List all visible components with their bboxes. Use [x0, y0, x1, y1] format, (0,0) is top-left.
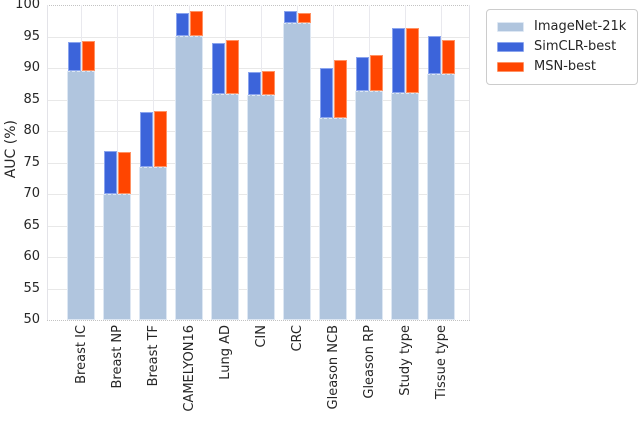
bar-msn-10 [441, 39, 455, 75]
bar-imagenet21k-5 [247, 95, 275, 320]
plot-area [47, 5, 470, 321]
bar-simclr-2 [139, 112, 153, 167]
x-tick-label-4: Lung AD [217, 325, 233, 380]
bar-simclr-4 [211, 42, 225, 95]
bar-imagenet21k-7 [319, 118, 347, 320]
x-tick-label-10: Tissue type [433, 325, 449, 400]
bar-imagenet21k-4 [211, 94, 239, 320]
legend-item-0: ImageNet-21k [497, 17, 627, 37]
bar-simclr-0 [67, 42, 81, 72]
plot-left-edge [47, 5, 48, 320]
y-tick-label: 90 [23, 60, 40, 75]
bar-msn-8 [369, 55, 383, 92]
bar-msn-3 [189, 11, 203, 36]
legend-item-2: MSN-best [497, 57, 627, 77]
bar-imagenet21k-9 [391, 93, 419, 320]
bar-simclr-10 [427, 35, 441, 75]
x-tick-label-6: CRC [289, 325, 305, 352]
legend-swatch-1 [497, 42, 524, 52]
bar-imagenet21k-10 [427, 74, 455, 320]
y-tick-label: 100 [15, 0, 40, 12]
y-tick-label: 65 [23, 217, 40, 233]
bar-msn-7 [333, 59, 347, 119]
bar-imagenet21k-0 [67, 71, 95, 320]
bar-simclr-7 [319, 68, 333, 119]
x-tick-label-8: Gleason RP [361, 325, 377, 399]
x-tick-label-2: Breast TF [145, 325, 161, 387]
y-tick-label: 80 [23, 123, 40, 138]
x-tick-label-5: CIN [253, 325, 269, 348]
y-tick-label: 95 [23, 28, 40, 44]
x-gridline [152, 5, 154, 320]
bar-simclr-1 [103, 151, 117, 194]
x-tick-label-7: Gleason NCB [325, 325, 341, 410]
y-gridline [47, 68, 470, 69]
plot-right-edge [469, 5, 470, 320]
bar-simclr-5 [247, 72, 261, 96]
legend-label-2: MSN-best [534, 59, 597, 74]
x-tick-label-1: Breast NP [109, 325, 125, 389]
bar-msn-9 [405, 27, 419, 94]
y-tick-label: 85 [23, 91, 40, 107]
legend-swatch-2 [497, 62, 524, 72]
bar-simclr-8 [355, 57, 369, 92]
x-gridline [116, 5, 118, 320]
y-tick-label: 55 [23, 280, 40, 296]
bar-simclr-3 [175, 13, 189, 36]
x-tick-label-9: Study type [397, 325, 413, 396]
legend-label-1: SimCLR-best [534, 39, 617, 54]
x-tick-label-3: CAMELYON16 [181, 325, 197, 412]
y-tick-label: 70 [23, 186, 40, 201]
x-tick-label-0: Breast IC [73, 325, 89, 384]
bar-simclr-6 [283, 11, 297, 24]
bar-msn-2 [153, 111, 167, 167]
bar-imagenet21k-3 [175, 35, 203, 320]
bar-imagenet21k-8 [355, 91, 383, 320]
bar-imagenet21k-2 [139, 166, 167, 320]
legend-swatch-0 [497, 22, 524, 32]
bar-msn-0 [81, 40, 95, 72]
legend-label-0: ImageNet-21k [534, 19, 627, 34]
y-gridline [47, 320, 470, 321]
bar-imagenet21k-1 [103, 194, 131, 320]
y-tick-label: 60 [23, 249, 40, 264]
bar-imagenet21k-6 [283, 23, 311, 320]
bar-simclr-9 [391, 28, 405, 94]
y-gridline [47, 36, 470, 38]
legend-item-1: SimCLR-best [497, 37, 627, 57]
y-tick-label: 50 [23, 312, 40, 327]
y-tick-label: 75 [23, 154, 40, 170]
bar-msn-4 [225, 40, 239, 95]
bar-msn-6 [297, 12, 311, 24]
legend: ImageNet-21k SimCLR-best MSN-best [486, 9, 638, 85]
bar-msn-5 [261, 71, 275, 96]
y-gridline [47, 5, 470, 6]
bar-msn-1 [117, 151, 131, 194]
